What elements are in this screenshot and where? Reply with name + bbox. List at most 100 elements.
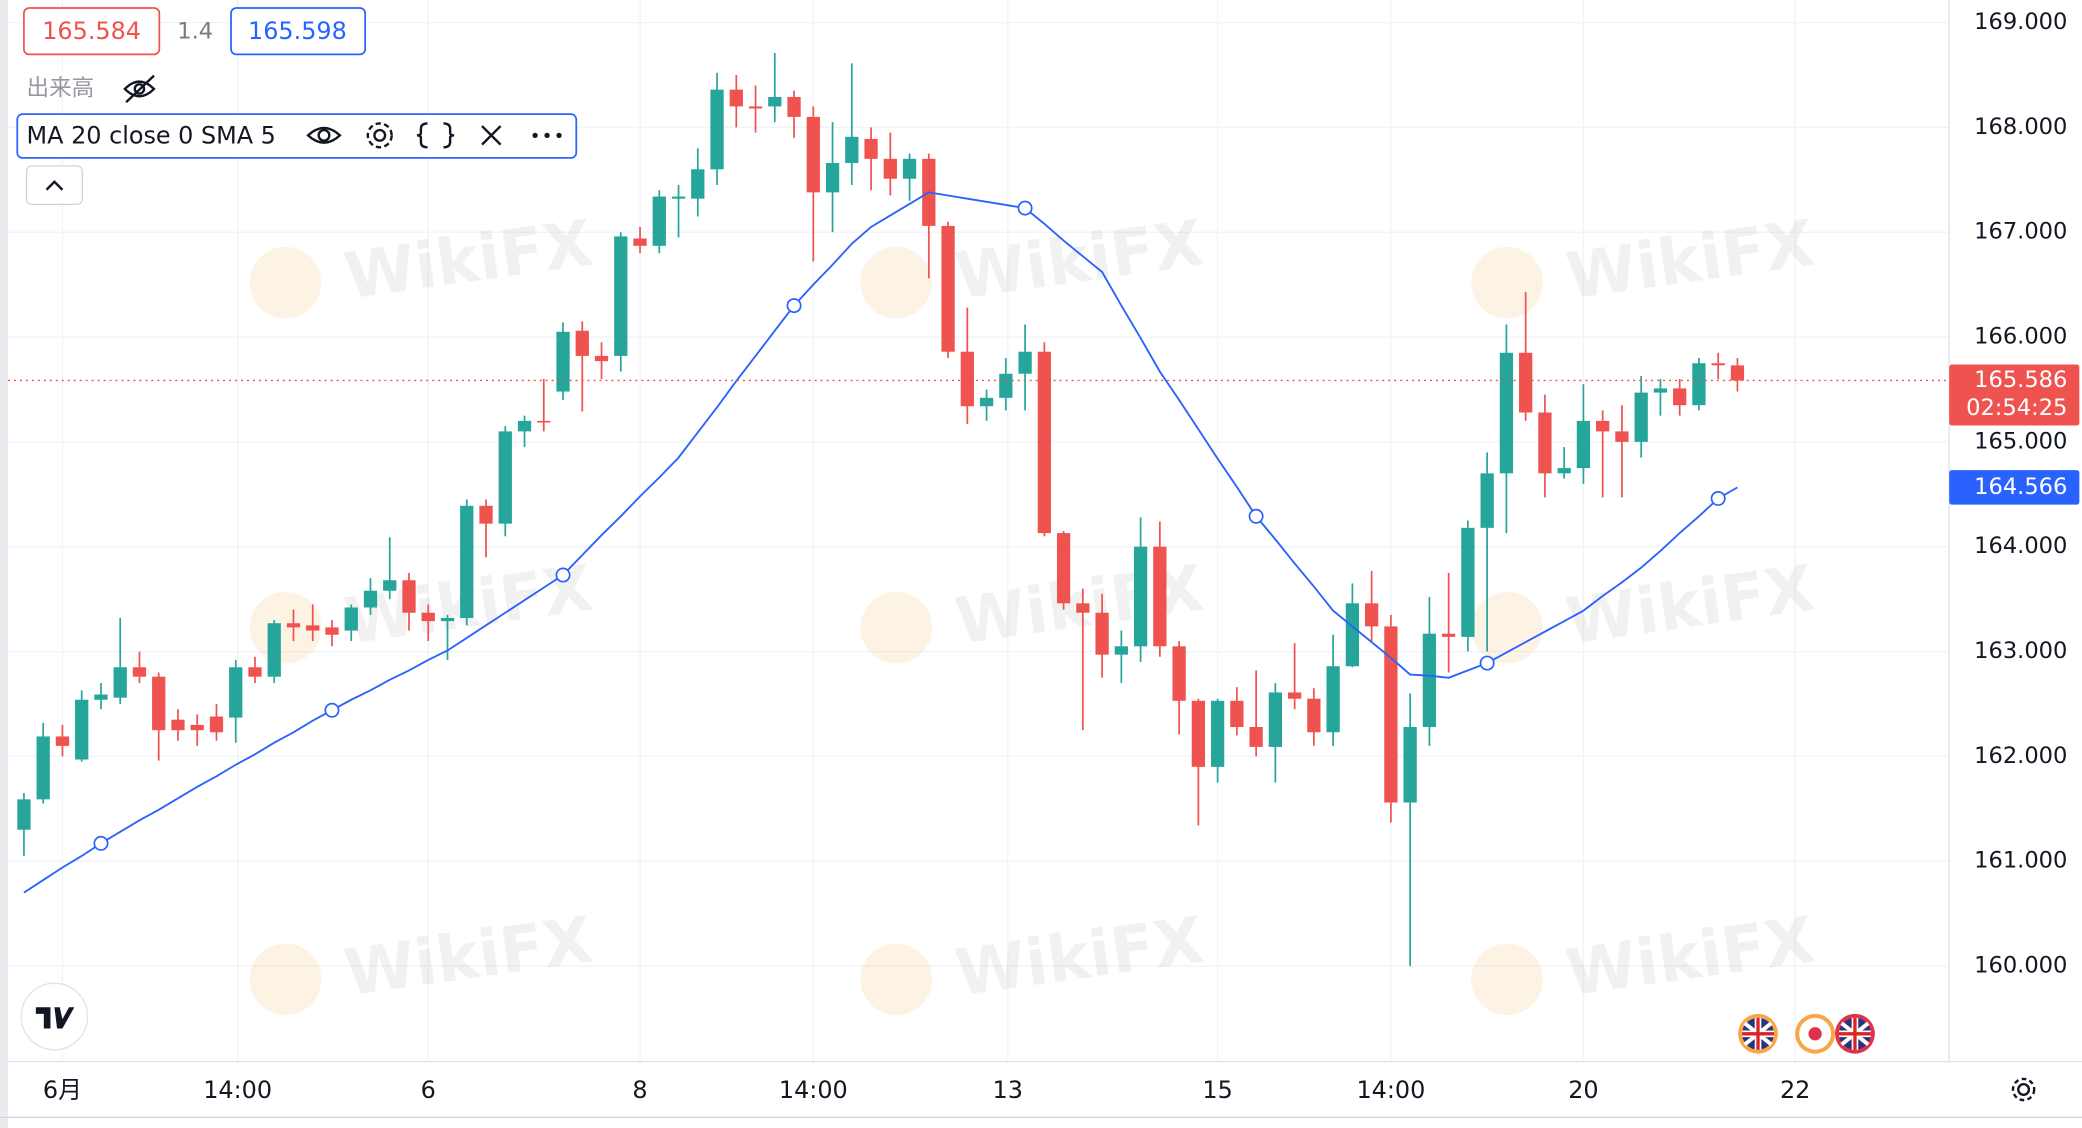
candle-body [132,667,147,677]
indicator-box[interactable] [16,113,578,159]
candle-body [1307,698,1321,733]
candle-body [1615,431,1629,442]
candle-body [883,158,897,179]
x-tick-label: 22 [1780,1076,1810,1104]
candle-body [652,196,666,246]
candle-body [1268,692,1283,747]
candle-body [960,351,974,407]
ma-marker [1017,200,1033,216]
candle-body [902,158,917,179]
candle-body [1230,700,1244,728]
candle-body [1480,473,1494,528]
candle-body [94,694,108,700]
ask-price: 165.598 [248,17,347,45]
source-icon[interactable] [416,122,455,149]
candle-body [1037,351,1051,534]
watermark-logo [1471,591,1543,664]
candle-body [36,736,50,800]
candle-body [1018,351,1032,374]
candle-body [325,627,339,635]
candle-body [421,612,435,622]
ma-marker [1479,655,1495,671]
y-tick-label: 165.000 [1974,428,2067,454]
candle-body [402,580,416,613]
candle-body [267,623,281,677]
eye-icon[interactable] [306,126,342,144]
ma-price-label: 164.566 [1974,474,2067,500]
last-price-tag [1949,364,2080,426]
watermark-logo [249,943,322,1016]
candle-body [1557,468,1571,474]
candle-body [768,96,782,107]
flag-gb-2[interactable] [1835,1013,1875,1054]
x-tick-label: 6 [421,1076,436,1104]
settings-gear[interactable] [2011,1077,2036,1102]
watermark-logo [860,943,933,1016]
tv-logo[interactable] [20,982,89,1051]
candle-body [1210,700,1225,767]
y-tick-label: 162.000 [1974,743,2067,769]
bid-box[interactable] [23,7,161,56]
watermark-logo [249,246,322,319]
candle-body [113,667,127,698]
candle-body [1153,546,1167,647]
ma-marker [555,567,571,583]
candle-body [1442,633,1456,637]
ma-price-tag [1949,470,2080,505]
hide-icon[interactable] [123,74,156,104]
candle-body [979,397,994,407]
candle-body [748,106,763,109]
x-tick-label: 6月 [43,1076,82,1104]
candle-body [152,676,166,731]
ask-box[interactable] [230,7,367,56]
candle-body [1172,646,1186,701]
candle-body [479,505,493,524]
tv-logo-mark [35,1007,75,1029]
flag-jp[interactable] [1795,1013,1836,1054]
candle-body [1384,626,1398,803]
candle-body [710,89,724,170]
candle-body [633,238,647,246]
collapse-button[interactable] [25,165,83,206]
more-icon[interactable] [532,132,562,139]
ma-marker [786,298,802,314]
candle-body [1422,633,1437,728]
candle-body [1634,392,1648,442]
candle-body [825,163,840,193]
candle-body [1326,666,1340,733]
candle-body [594,355,609,362]
candle-body [864,138,878,159]
candle-body [614,236,628,356]
left-edge [0,0,8,1128]
x-tick-label: 13 [993,1076,1023,1104]
ma-marker [324,702,340,718]
candle-body [344,607,358,631]
candle-body [1499,352,1514,474]
candle-body [1056,533,1071,604]
y-tick-label: 166.000 [1974,324,2067,350]
y-tick-label: 169.000 [1974,9,2067,35]
ma-marker [1710,490,1726,506]
collapse-icon [45,180,64,191]
candle-body [460,505,474,618]
candle-body [1249,727,1263,747]
candle-body [691,169,705,199]
candle-body [209,716,224,733]
watermark-logo [249,591,322,664]
candle-body [1692,363,1706,406]
candle-body [1653,388,1668,393]
watermark-logo [1471,246,1543,319]
candle-body [1519,352,1533,413]
candle-body [1191,700,1206,767]
candle-body [1364,603,1379,627]
y-tick-label: 163.000 [1974,638,2067,664]
candle-body [1730,365,1745,381]
settings-icon[interactable] [366,122,393,149]
candle-body [1133,546,1148,647]
flag-gb[interactable] [1738,1013,1778,1054]
candle-body [1403,727,1417,803]
close-icon[interactable] [481,125,502,146]
